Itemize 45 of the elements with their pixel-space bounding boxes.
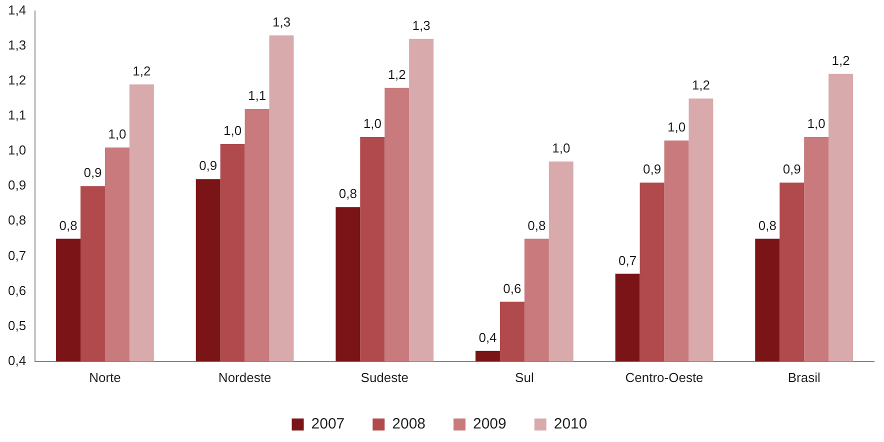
data-label: 1,0 xyxy=(224,123,242,138)
y-tick-label: 0,8 xyxy=(8,212,26,228)
y-tick-label: 0,5 xyxy=(8,318,26,333)
data-label: 0,8 xyxy=(59,218,78,233)
y-tick-label: 1,0 xyxy=(8,142,26,158)
data-label: 0,9 xyxy=(199,158,218,174)
data-label: 1,0 xyxy=(108,126,126,142)
data-label: 1,2 xyxy=(832,52,850,68)
data-label: 0,7 xyxy=(618,252,637,268)
legend-label: 2009 xyxy=(473,416,506,433)
y-tick-label: 1,3 xyxy=(8,37,26,52)
data-label: 1,3 xyxy=(272,14,291,30)
y-tick-label: 1,4 xyxy=(8,2,26,18)
legend-label: 2007 xyxy=(311,416,345,433)
data-label: 0,8 xyxy=(338,186,357,202)
x-tick-label: Sul xyxy=(515,370,534,385)
y-tick-label: 1,1 xyxy=(8,108,26,123)
data-label: 0,9 xyxy=(84,165,102,180)
y-tick-label: 0,4 xyxy=(8,352,26,368)
y-tick-label: 0,6 xyxy=(8,282,26,298)
data-label: 1,2 xyxy=(388,67,406,82)
x-tick-label: Norte xyxy=(89,370,121,385)
data-label: 1,0 xyxy=(807,116,826,132)
data-label: 1,1 xyxy=(248,88,266,104)
data-label: 1,0 xyxy=(667,120,686,135)
x-tick-label: Nordeste xyxy=(218,370,272,385)
data-label: 0,8 xyxy=(528,218,546,233)
x-tick-label: Centro-Oeste xyxy=(625,370,704,385)
data-label: 0,4 xyxy=(478,330,497,345)
data-label: 1,2 xyxy=(132,64,151,79)
x-tick-label: Brasil xyxy=(788,370,820,385)
data-label: 0,8 xyxy=(758,218,776,233)
data-label: 0,6 xyxy=(503,280,522,296)
data-label: 1,0 xyxy=(552,140,570,156)
data-label: 1,3 xyxy=(412,18,430,33)
x-tick-label: Sudeste xyxy=(360,370,408,385)
data-label: 0,9 xyxy=(642,162,662,177)
data-label: 1,2 xyxy=(692,78,710,93)
data-label: 1,0 xyxy=(363,116,382,132)
y-tick-label: 0,9 xyxy=(8,178,26,193)
data-label: 0,9 xyxy=(782,162,801,177)
y-tick-label: 0,7 xyxy=(8,248,26,263)
legend-label: 2010 xyxy=(554,416,588,433)
y-tick-label: 1,2 xyxy=(8,72,26,88)
legend-label: 2008 xyxy=(392,416,426,433)
